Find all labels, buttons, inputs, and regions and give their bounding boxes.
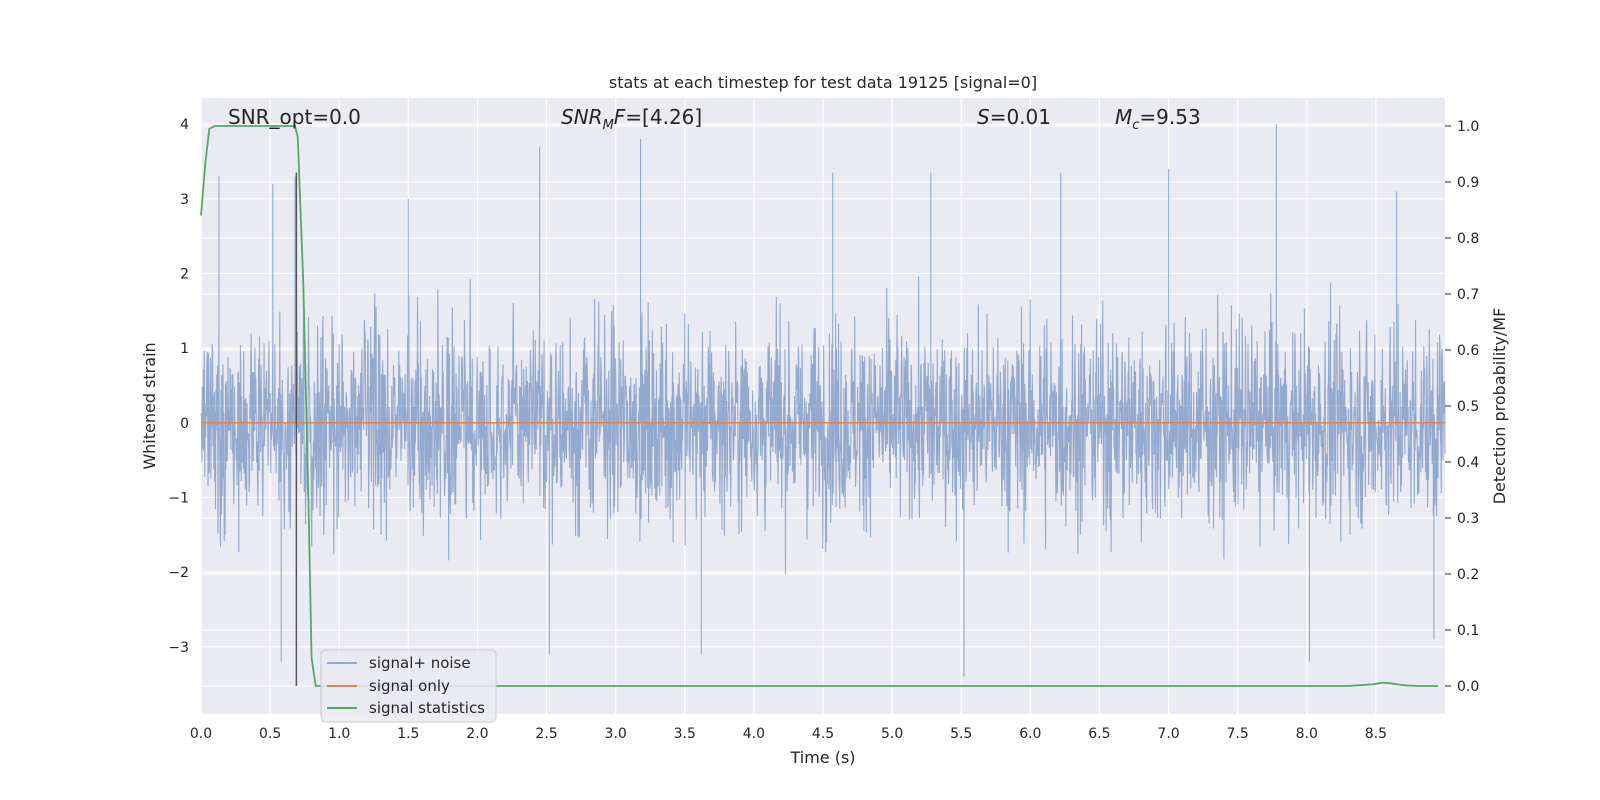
signal-noise-trace [200,124,1446,677]
y2-tick-label: 0.3 [1457,511,1479,527]
y2-tick-label: 0.2 [1457,567,1479,583]
y-axis-label: Whitened strain [140,342,159,469]
annotation-snr-opt: SNR_opt=0.0 [228,105,361,129]
x-tick-label: 3.0 [605,726,627,742]
x-axis-ticks: 0.0 0.5 1.0 1.5 2.0 2.5 3.0 3.5 4.0 4.5 5.0 5.5 6.0 6… [190,726,1387,742]
legend-label-signal-noise: signal+ noise [369,654,471,672]
x-tick-label: 6.0 [1019,726,1041,742]
x-tick-label: 0.5 [259,726,281,742]
y2-axis-ticks: 1.0 0.9 0.8 0.7 0.6 0.5 0.4 0.3 0.2 0.1 0.0 [1445,119,1479,695]
annotation-s: S=0.01 [977,105,1051,129]
y-tick-label: 0 [180,416,189,432]
x-tick-label: 2.0 [466,726,488,742]
y-tick-label: −3 [168,640,189,656]
y2-tick-label: 0.8 [1457,231,1479,247]
legend-box [320,649,497,723]
legend-label-signal-statistics: signal statistics [369,699,485,717]
x-tick-label: 8.0 [1296,726,1318,742]
chart-title: stats at each timestep for test data 191… [609,73,1037,92]
x-tick-label: 0.0 [190,726,212,742]
y-tick-label: −1 [168,490,189,506]
legend: signal+ noise signal only signal statist… [320,649,497,723]
series-signal-statistics [200,125,1439,687]
y2-tick-label: 0.0 [1457,679,1479,695]
y2-tick-label: 1.0 [1457,119,1479,135]
x-tick-label: 5.5 [950,726,972,742]
series-signal-noise [200,124,1446,677]
y2-tick-label: 0.5 [1457,399,1479,415]
annotation-mc: Mc=9.53 [1115,105,1201,133]
x-tick-label: 7.0 [1157,726,1179,742]
x-tick-label: 2.5 [535,726,557,742]
x-tick-label: 1.0 [328,726,350,742]
y2-tick-label: 0.6 [1457,343,1479,359]
y2-tick-label: 0.7 [1457,287,1479,303]
y-tick-label: 2 [180,266,189,282]
x-tick-label: 8.5 [1365,726,1387,742]
x-tick-label: 5.0 [881,726,903,742]
y-tick-label: 3 [180,192,189,208]
y2-axis-label: Detection probability/MF [1490,308,1509,505]
x-tick-label: 6.5 [1088,726,1110,742]
y-tick-label: 1 [180,341,189,357]
x-tick-label: 3.5 [674,726,696,742]
x-tick-label: 4.5 [812,726,834,742]
y-axis-ticks: 4 3 2 1 0 −1 −2 −3 [168,117,189,656]
annotation-snr-mf: SNRMF=[4.26] [561,105,702,133]
y2-tick-label: 0.1 [1457,623,1479,639]
x-tick-label: 1.5 [397,726,419,742]
x-tick-label: 7.5 [1227,726,1249,742]
y-tick-label: −2 [168,565,189,581]
y2-tick-label: 0.9 [1457,175,1479,191]
x-tick-label: 4.0 [743,726,765,742]
x-axis-label: Time (s) [789,748,855,767]
legend-label-signal-only: signal only [369,677,450,695]
y2-tick-label: 0.4 [1457,455,1479,471]
y-tick-label: 4 [180,117,189,133]
